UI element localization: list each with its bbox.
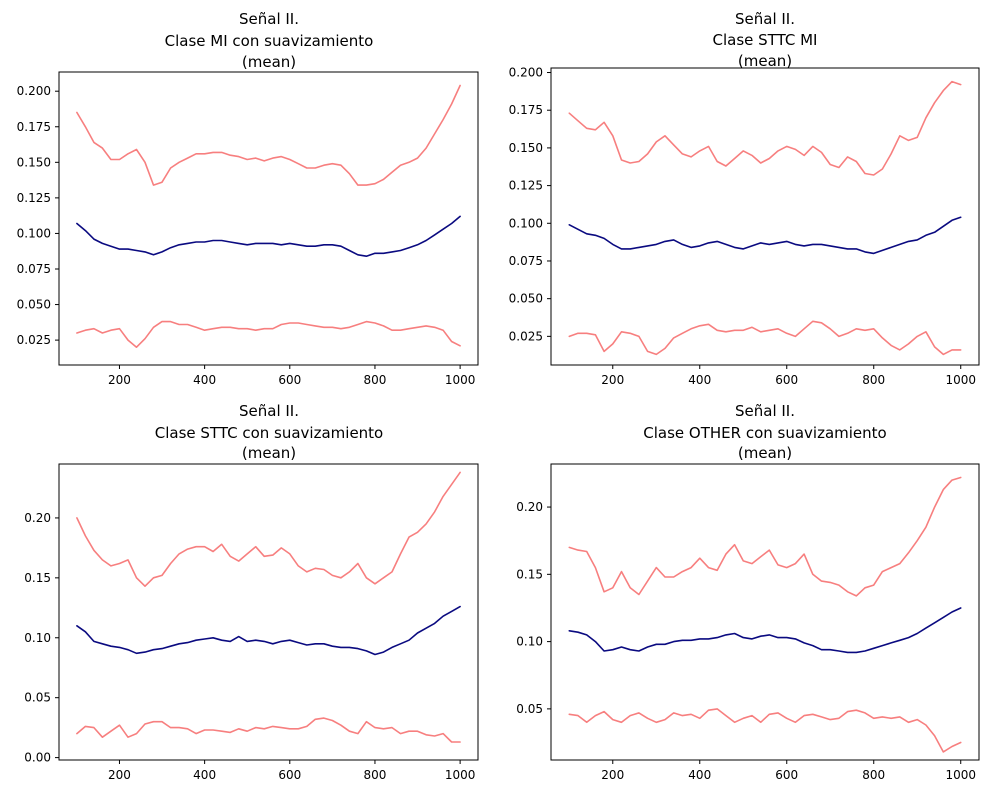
series-line-lower <box>568 320 962 356</box>
chart-title-line: Clase STTC con suavizamiento <box>155 424 384 442</box>
series-line-lower <box>76 717 461 743</box>
chart-title-line: Clase STTC MI <box>713 31 818 49</box>
chart-title-line: Clase OTHER con suavizamiento <box>643 424 886 442</box>
y-tick-label: 0.125 <box>17 191 51 205</box>
y-tick-label: 0.025 <box>509 329 543 343</box>
y-tick-label: 0.20 <box>24 511 51 525</box>
x-tick-label: 200 <box>601 768 624 782</box>
y-tick-label: 0.150 <box>17 155 51 169</box>
series-line-upper <box>76 84 461 186</box>
y-tick-label: 0.100 <box>17 226 51 240</box>
chart-title-line: Señal II. <box>735 10 795 28</box>
y-tick-label: 0.10 <box>516 635 543 649</box>
x-tick-label: 600 <box>775 373 798 387</box>
chart-title-line: (mean) <box>242 444 296 462</box>
series-line-lower <box>76 320 461 349</box>
chart-title-line: Señal II. <box>239 10 299 28</box>
x-tick-label: 400 <box>193 373 216 387</box>
series-line-mean <box>568 216 962 255</box>
series-line-mean <box>76 605 461 656</box>
y-tick-label: 0.200 <box>509 66 543 80</box>
series-line-mean <box>568 607 962 654</box>
y-tick-label: 0.15 <box>516 567 543 581</box>
x-tick-label: 600 <box>278 768 301 782</box>
x-tick-label: 600 <box>775 768 798 782</box>
x-tick-label: 200 <box>108 768 131 782</box>
axes-frame <box>58 71 479 366</box>
chart-title-line: Señal II. <box>239 402 299 420</box>
y-tick-label: 0.20 <box>516 500 543 514</box>
y-tick-label: 0.15 <box>24 571 51 585</box>
x-tick-label: 1000 <box>445 373 476 387</box>
y-tick-label: 0.075 <box>17 262 51 276</box>
axes-frame <box>58 463 479 761</box>
series-line-upper <box>568 476 962 597</box>
y-tick-label: 0.00 <box>24 751 51 765</box>
chart-title-line: (mean) <box>242 53 296 71</box>
x-tick-label: 400 <box>193 768 216 782</box>
y-tick-label: 0.125 <box>509 179 543 193</box>
x-tick-label: 800 <box>862 373 885 387</box>
x-tick-label: 1000 <box>945 373 976 387</box>
y-tick-label: 0.050 <box>17 298 51 312</box>
x-tick-label: 400 <box>688 373 711 387</box>
chart-title-line: (mean) <box>738 444 792 462</box>
chart-panel-1: Señal II. Clase MI con suavizamiento (mean… <box>17 10 479 387</box>
y-tick-label: 0.200 <box>17 84 51 98</box>
x-tick-label: 1000 <box>445 768 476 782</box>
x-tick-label: 200 <box>601 373 624 387</box>
y-tick-label: 0.050 <box>509 292 543 306</box>
chart-panel-3: Señal II. Clase STTC con suavizamiento (me… <box>24 402 479 782</box>
series-line-lower <box>568 708 962 753</box>
series-line-upper <box>568 80 962 176</box>
y-tick-label: 0.10 <box>24 631 51 645</box>
axes-frame <box>550 463 980 761</box>
chart-title-line: Señal II. <box>735 402 795 420</box>
x-tick-label: 1000 <box>945 768 976 782</box>
chart-panel-4: Señal II. Clase OTHER con suavizamiento (m… <box>516 402 980 782</box>
y-tick-label: 0.05 <box>516 702 543 716</box>
x-tick-label: 800 <box>862 768 885 782</box>
series-line-mean <box>76 215 461 258</box>
y-tick-label: 0.05 <box>24 691 51 705</box>
y-tick-label: 0.175 <box>17 120 51 134</box>
series-line-upper <box>76 471 461 588</box>
chart-title-line: (mean) <box>738 52 792 70</box>
chart-panel-2: Señal II. Clase STTC MI (mean) 200 400 600 800… <box>509 10 980 387</box>
y-tick-label: 0.075 <box>509 254 543 268</box>
y-tick-label: 0.025 <box>17 333 51 347</box>
x-tick-label: 200 <box>108 373 131 387</box>
x-tick-label: 800 <box>364 373 387 387</box>
x-tick-label: 600 <box>278 373 301 387</box>
x-tick-label: 400 <box>688 768 711 782</box>
x-tick-label: 800 <box>364 768 387 782</box>
axes-frame <box>550 67 980 366</box>
y-tick-label: 0.175 <box>509 103 543 117</box>
y-tick-label: 0.150 <box>509 141 543 155</box>
y-tick-label: 0.100 <box>509 216 543 230</box>
chart-title-line: Clase MI con suavizamiento <box>165 32 374 50</box>
